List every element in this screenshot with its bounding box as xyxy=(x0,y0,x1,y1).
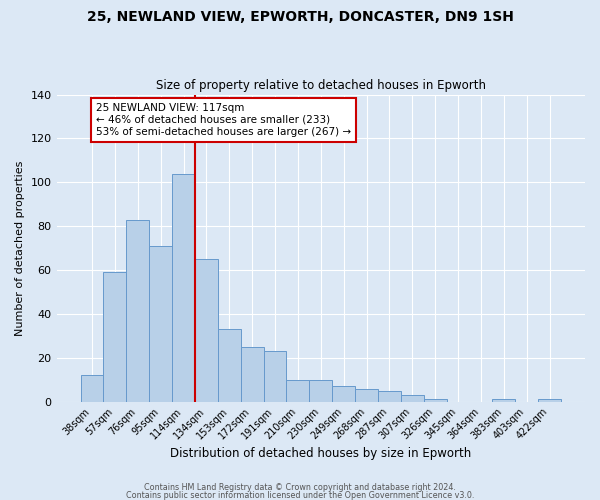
Bar xyxy=(355,388,378,402)
Bar xyxy=(424,400,446,402)
Text: Contains public sector information licensed under the Open Government Licence v3: Contains public sector information licen… xyxy=(126,490,474,500)
X-axis label: Distribution of detached houses by size in Epworth: Distribution of detached houses by size … xyxy=(170,447,472,460)
Bar xyxy=(493,400,515,402)
Bar xyxy=(332,386,355,402)
Bar xyxy=(149,246,172,402)
Bar xyxy=(401,395,424,402)
Bar xyxy=(263,351,286,402)
Bar xyxy=(241,347,263,402)
Text: 25 NEWLAND VIEW: 117sqm
← 46% of detached houses are smaller (233)
53% of semi-d: 25 NEWLAND VIEW: 117sqm ← 46% of detache… xyxy=(96,104,351,136)
Bar xyxy=(538,400,561,402)
Title: Size of property relative to detached houses in Epworth: Size of property relative to detached ho… xyxy=(156,79,486,92)
Bar xyxy=(218,330,241,402)
Bar xyxy=(378,390,401,402)
Bar xyxy=(195,259,218,402)
Bar xyxy=(80,376,103,402)
Bar xyxy=(286,380,310,402)
Bar xyxy=(172,174,195,402)
Bar xyxy=(127,220,149,402)
Y-axis label: Number of detached properties: Number of detached properties xyxy=(15,160,25,336)
Bar xyxy=(103,272,127,402)
Text: 25, NEWLAND VIEW, EPWORTH, DONCASTER, DN9 1SH: 25, NEWLAND VIEW, EPWORTH, DONCASTER, DN… xyxy=(86,10,514,24)
Text: Contains HM Land Registry data © Crown copyright and database right 2024.: Contains HM Land Registry data © Crown c… xyxy=(144,484,456,492)
Bar xyxy=(310,380,332,402)
